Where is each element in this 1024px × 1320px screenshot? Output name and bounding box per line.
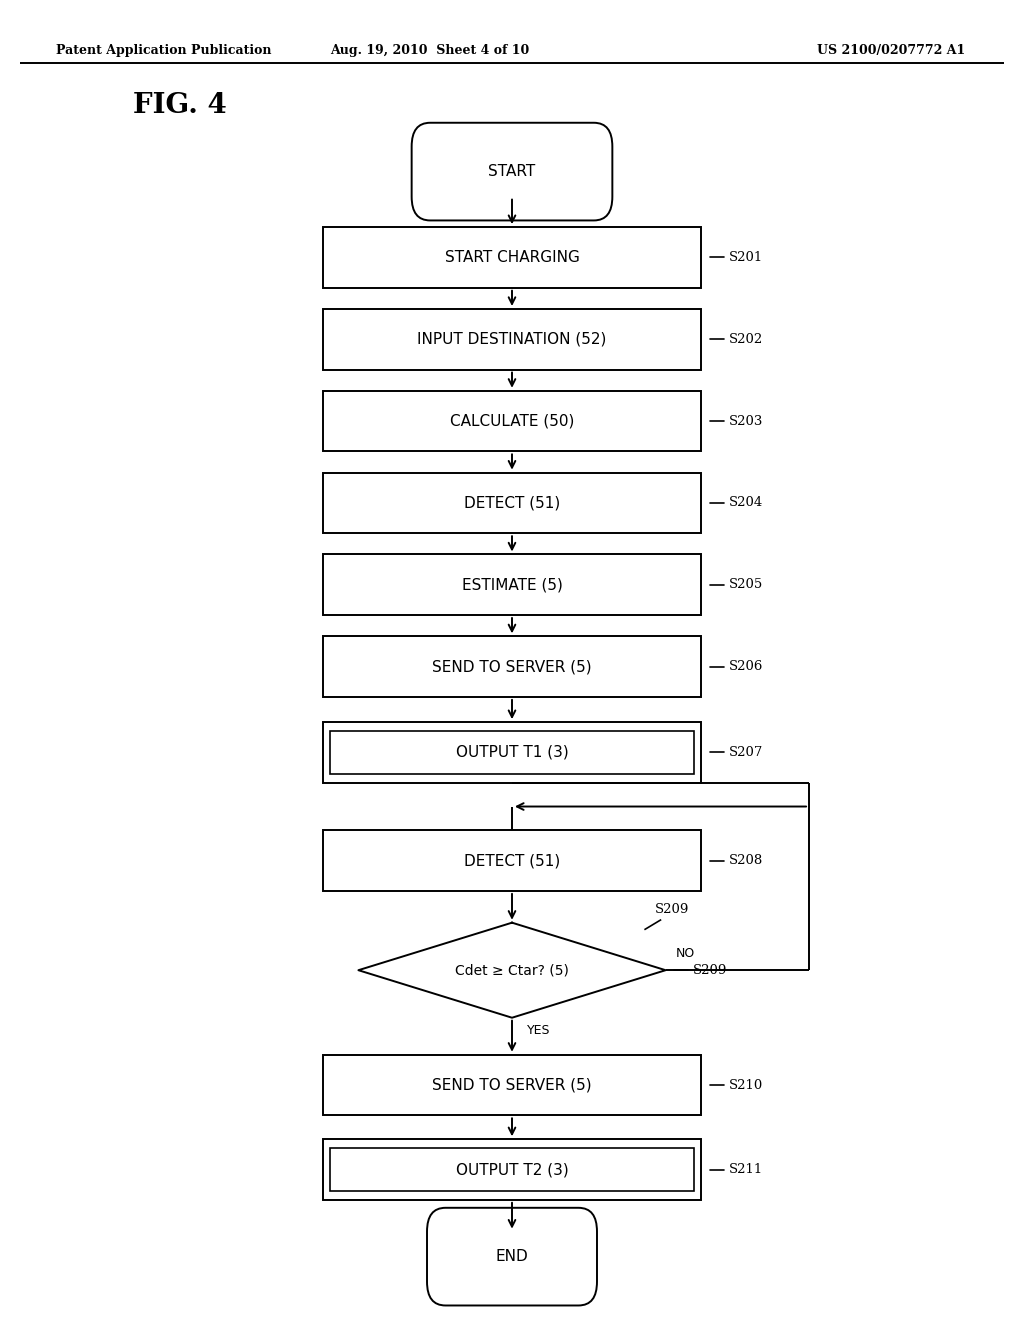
- Text: START CHARGING: START CHARGING: [444, 249, 580, 265]
- Text: INPUT DESTINATION (52): INPUT DESTINATION (52): [418, 331, 606, 347]
- Bar: [323, 1139, 701, 1200]
- Text: FIG. 4: FIG. 4: [133, 92, 227, 119]
- Bar: [323, 636, 701, 697]
- Text: YES: YES: [527, 1024, 551, 1038]
- Text: OUTPUT T1 (3): OUTPUT T1 (3): [456, 744, 568, 760]
- FancyBboxPatch shape: [412, 123, 612, 220]
- Text: S210: S210: [729, 1078, 763, 1092]
- Text: DETECT (51): DETECT (51): [464, 853, 560, 869]
- Text: S202: S202: [729, 333, 763, 346]
- Text: Aug. 19, 2010  Sheet 4 of 10: Aug. 19, 2010 Sheet 4 of 10: [331, 44, 529, 57]
- Text: S209: S209: [655, 903, 690, 916]
- Text: S204: S204: [729, 496, 763, 510]
- Polygon shape: [358, 923, 666, 1018]
- Text: S205: S205: [729, 578, 763, 591]
- Bar: [330, 731, 694, 774]
- Bar: [323, 473, 701, 533]
- Text: DETECT (51): DETECT (51): [464, 495, 560, 511]
- Bar: [323, 309, 701, 370]
- Text: S203: S203: [729, 414, 764, 428]
- Text: ESTIMATE (5): ESTIMATE (5): [462, 577, 562, 593]
- Text: S209: S209: [693, 964, 728, 977]
- Bar: [323, 830, 701, 891]
- Text: US 2100/0207772 A1: US 2100/0207772 A1: [817, 44, 965, 57]
- Text: START: START: [488, 164, 536, 180]
- Bar: [323, 391, 701, 451]
- Text: S206: S206: [729, 660, 764, 673]
- Text: Patent Application Publication: Patent Application Publication: [56, 44, 271, 57]
- Text: NO: NO: [676, 946, 695, 960]
- Bar: [330, 1148, 694, 1191]
- Text: OUTPUT T2 (3): OUTPUT T2 (3): [456, 1162, 568, 1177]
- Text: SEND TO SERVER (5): SEND TO SERVER (5): [432, 1077, 592, 1093]
- Bar: [323, 554, 701, 615]
- Text: S211: S211: [729, 1163, 763, 1176]
- Bar: [323, 227, 701, 288]
- Text: S201: S201: [729, 251, 763, 264]
- Text: CALCULATE (50): CALCULATE (50): [450, 413, 574, 429]
- FancyBboxPatch shape: [427, 1208, 597, 1305]
- Bar: [323, 1055, 701, 1115]
- Text: SEND TO SERVER (5): SEND TO SERVER (5): [432, 659, 592, 675]
- Bar: [323, 722, 701, 783]
- Text: Cdet ≥ Ctar? (5): Cdet ≥ Ctar? (5): [455, 964, 569, 977]
- Text: S208: S208: [729, 854, 763, 867]
- Text: END: END: [496, 1249, 528, 1265]
- Text: S207: S207: [729, 746, 764, 759]
